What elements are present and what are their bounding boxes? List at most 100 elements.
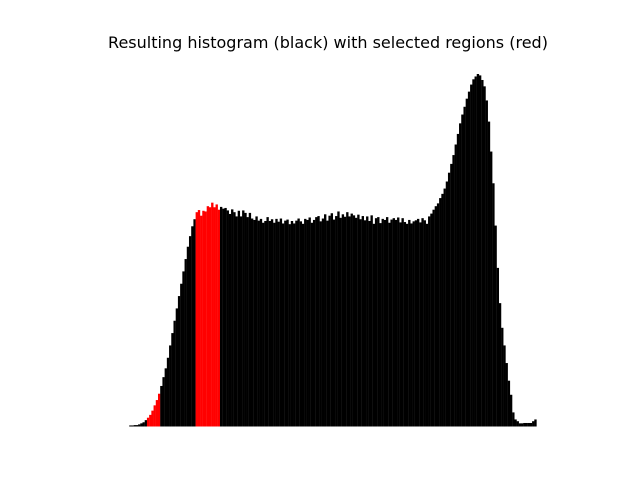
histogram-bar — [279, 218, 283, 427]
histogram-bar — [412, 221, 415, 427]
histogram-bar — [443, 188, 446, 427]
histogram-bar — [432, 209, 435, 427]
histogram-bar — [308, 217, 311, 427]
histogram-bar — [463, 106, 466, 427]
histogram-bar — [228, 213, 232, 427]
histogram-bar — [332, 219, 336, 427]
histogram-bar — [188, 236, 192, 427]
histogram-bar — [509, 394, 513, 427]
histogram-bar — [255, 216, 258, 427]
histogram-bar — [250, 218, 254, 427]
histogram-bar — [485, 100, 488, 427]
histogram-bar — [390, 219, 393, 427]
histogram-bar — [405, 223, 409, 427]
histogram-bar — [321, 218, 325, 427]
histogram-bar — [337, 211, 340, 427]
histogram-bar — [377, 217, 380, 427]
histogram-bar — [461, 114, 464, 427]
chart-title: Resulting histogram (black) with selecte… — [108, 33, 548, 52]
histogram-bar — [361, 216, 364, 427]
histogram-bar — [135, 425, 139, 427]
histogram-bar — [270, 219, 274, 427]
histogram-bar — [516, 421, 519, 427]
histogram-bar — [304, 218, 307, 427]
histogram-bar-selected — [155, 400, 159, 427]
histogram-bar — [310, 222, 314, 427]
histogram-bar — [403, 222, 407, 427]
histogram-bar — [359, 219, 362, 427]
histogram-bar-selected — [215, 204, 218, 427]
histogram-bar — [532, 421, 535, 427]
histogram-bar-selected — [149, 414, 152, 427]
histogram-bar — [237, 210, 241, 427]
histogram-bar — [436, 203, 440, 427]
histogram-bar — [416, 218, 420, 427]
histogram-bar — [430, 213, 433, 427]
histogram-bar — [248, 212, 252, 427]
histogram-bar — [129, 425, 132, 427]
histogram-bar — [162, 377, 165, 427]
histogram-bar — [388, 222, 391, 427]
histogram-bar — [350, 213, 353, 427]
histogram-bar-selected — [206, 206, 210, 427]
histogram-bar — [445, 181, 449, 427]
histogram-bar — [286, 219, 289, 427]
histogram-bar — [514, 419, 517, 427]
histogram-bar-selected — [217, 209, 221, 427]
histogram-bar — [306, 219, 309, 427]
histogram-bar — [319, 221, 322, 427]
histogram-bar — [315, 217, 318, 427]
histogram-bar — [175, 308, 179, 427]
histogram-bar — [370, 215, 373, 427]
histogram-bar-selected — [157, 393, 161, 427]
histogram-bar — [505, 363, 508, 427]
histogram-bar — [177, 296, 181, 427]
histogram-bar — [490, 151, 493, 427]
histogram-bar — [363, 220, 367, 427]
histogram-bar — [518, 423, 522, 427]
histogram-bar — [142, 422, 145, 427]
histogram-bar — [434, 206, 438, 427]
histogram-bar — [169, 345, 172, 427]
histogram-bar — [299, 221, 303, 427]
histogram-bar — [335, 216, 338, 427]
histogram-bar — [419, 222, 422, 427]
histogram-bar — [366, 216, 369, 427]
histogram-bar — [133, 425, 136, 427]
histogram-bar — [160, 385, 163, 427]
histogram-bar — [527, 422, 531, 427]
histogram-bar-selected — [213, 207, 216, 427]
histogram-bar — [441, 193, 444, 427]
histogram-bar — [454, 144, 457, 427]
histogram-bar — [439, 198, 442, 427]
histogram-bar — [368, 220, 371, 427]
histogram-bar — [421, 218, 424, 427]
histogram-bar — [452, 155, 455, 427]
histogram-bar — [180, 283, 183, 427]
histogram-bar — [231, 209, 234, 427]
histogram-bar — [456, 133, 460, 427]
histogram-bar — [476, 74, 480, 427]
histogram-bar — [184, 259, 187, 427]
histogram-bar — [465, 98, 469, 427]
histogram-bar — [372, 223, 376, 427]
histogram-bar — [498, 303, 502, 427]
histogram-bar — [328, 215, 331, 427]
histogram-bar — [131, 425, 134, 427]
histogram-bar — [293, 223, 296, 427]
histogram-bar — [414, 220, 418, 427]
histogram-bar — [264, 220, 267, 427]
histogram-bar — [381, 218, 384, 427]
histogram-bar — [357, 214, 360, 427]
histogram-bar-selected — [202, 210, 205, 427]
histogram-bar — [492, 183, 495, 427]
histogram-bar — [428, 216, 431, 427]
histogram-bar — [507, 380, 511, 427]
histogram-bar — [401, 218, 404, 427]
histogram-bar — [239, 216, 243, 427]
histogram-bar — [343, 216, 347, 427]
histogram-bar — [425, 223, 429, 427]
histogram-bar — [273, 222, 276, 427]
histogram-bar — [191, 226, 194, 427]
histogram-bar — [312, 219, 316, 427]
